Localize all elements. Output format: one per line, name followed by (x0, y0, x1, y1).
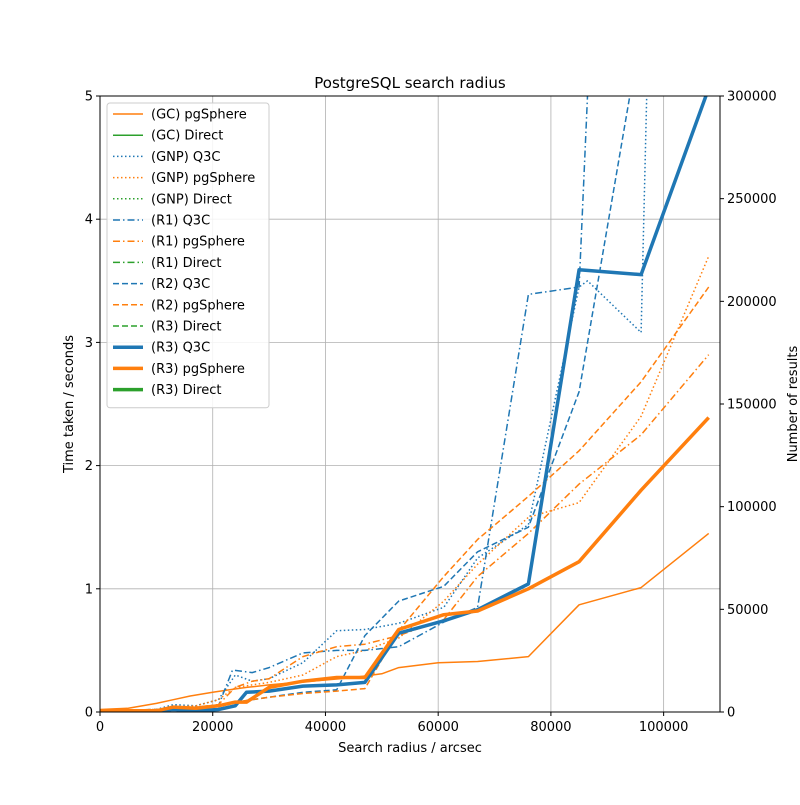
y2-tick-label: 0 (727, 706, 735, 721)
x-tick-label: 100000 (639, 720, 689, 735)
legend: (GC) pgSphere (GC) Direct (GNP) Q3C (GNP) p… (106, 102, 270, 409)
y-tick-label: 5 (85, 90, 93, 105)
y2-axis-label: Number of results (786, 345, 800, 462)
y-tick-label: 1 (85, 582, 93, 597)
y-tick-label: 4 (85, 213, 93, 228)
legend-label: (R3) Direct (151, 320, 222, 335)
y2-tick-label: 200000 (727, 295, 777, 310)
y2-tick-label: 300000 (727, 90, 777, 105)
y-tick-label: 2 (85, 459, 93, 474)
legend-label: (GC) Direct (151, 129, 223, 144)
legend-box (106, 102, 270, 409)
x-tick-label: 20000 (192, 720, 233, 735)
y-tick-label: 3 (85, 336, 93, 351)
legend-label: (R2) pgSphere (151, 298, 245, 313)
series-line-r3-q3c (100, 96, 708, 712)
y-tick-label: 0 (85, 706, 93, 721)
y-axis-label: Time taken / seconds (62, 335, 77, 474)
legend-label: (R2) Q3C (151, 277, 210, 292)
x-tick-label: 40000 (305, 720, 346, 735)
legend-label: (R3) pgSphere (151, 362, 245, 377)
x-tick-label: 80000 (530, 720, 571, 735)
x-axis-label: Search radius / arcsec (338, 741, 482, 756)
y2-tick-label: 250000 (727, 192, 777, 207)
y2-tick-label: 100000 (727, 500, 777, 515)
legend-label: (GNP) Direct (151, 192, 232, 207)
y2-tick-label: 150000 (727, 398, 777, 413)
series-line-gnp-pgsphere (100, 255, 710, 712)
legend-label: (GNP) Q3C (151, 150, 221, 165)
legend-label: (R1) pgSphere (151, 235, 245, 250)
chart-title: PostgreSQL search radius (314, 74, 506, 92)
legend-label: (GNP) pgSphere (151, 171, 255, 186)
y2-tick-label: 50000 (727, 603, 768, 618)
series-line-r3-pgsphere (100, 416, 710, 712)
legend-label: (GC) pgSphere (151, 108, 247, 123)
legend-label: (R3) Direct (151, 383, 222, 398)
legend-label: (R1) Q3C (151, 214, 210, 229)
axis-ticks: 0 20000 40000 60000 80000 100000 0 1 2 3 4 5 0 50000 1… (85, 90, 777, 736)
legend-label: (R3) Q3C (151, 341, 210, 356)
x-tick-label: 0 (96, 720, 104, 735)
series-line-r2-q3c (100, 96, 631, 712)
series-lines (100, 96, 710, 712)
legend-label: (R1) Direct (151, 256, 222, 271)
x-tick-label: 60000 (418, 720, 459, 735)
